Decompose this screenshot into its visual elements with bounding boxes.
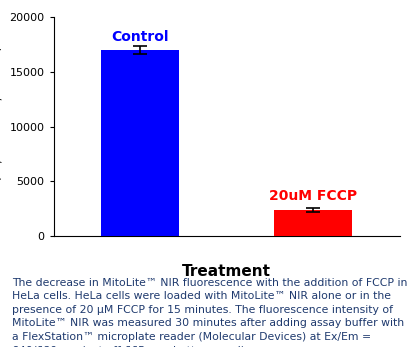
Bar	[274, 210, 352, 236]
Bar	[101, 50, 179, 236]
Text: The decrease in MitoLite™ NIR fluorescence with the addition of FCCP in HeLa cel: The decrease in MitoLite™ NIR fluorescen…	[12, 278, 408, 347]
Text: Control: Control	[111, 29, 169, 44]
Text: 20uM FCCP: 20uM FCCP	[269, 189, 357, 203]
Y-axis label: RFU (Ex/Em = 640/680 nm): RFU (Ex/Em = 640/680 nm)	[0, 45, 4, 208]
Text: Treatment: Treatment	[182, 264, 271, 279]
